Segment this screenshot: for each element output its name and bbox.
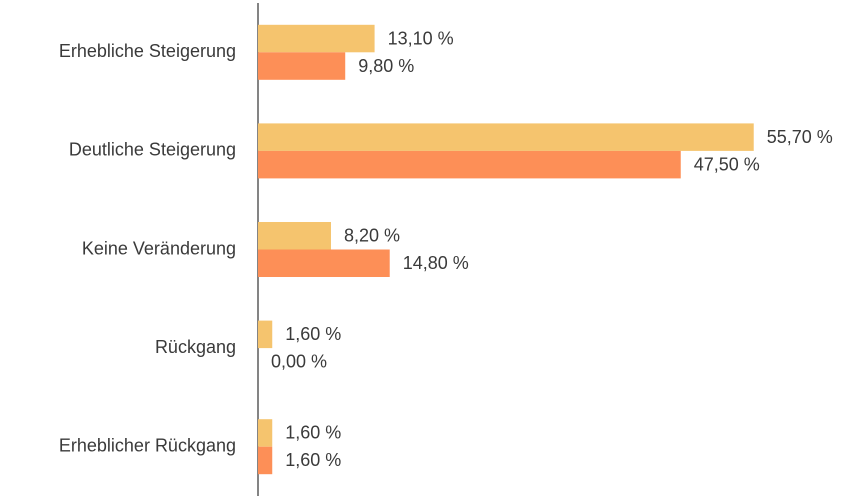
bar [258,222,331,250]
bar [258,150,681,179]
value-label: 8,20 % [344,226,400,246]
bar [258,320,273,349]
bar [258,24,375,53]
bar [258,446,273,475]
category-label: Erheblicher Rückgang [59,435,236,455]
bar [258,123,754,151]
value-label: 0,00 % [271,352,327,372]
bar [258,52,346,80]
value-label: 1,60 % [285,324,341,344]
value-label: 47,50 % [694,154,760,174]
value-label: 55,70 % [767,127,833,147]
category-label: Erhebliche Steigerung [59,41,236,61]
value-label: 14,80 % [403,253,469,273]
bar [258,249,390,277]
value-label: 13,10 % [388,28,454,48]
bar [258,419,273,447]
category-label: Rückgang [155,337,236,357]
value-label: 1,60 % [285,450,341,470]
value-label: 1,60 % [285,423,341,443]
value-label: 9,80 % [358,56,414,76]
category-label: Keine Veränderung [82,238,236,258]
category-label: Deutliche Steigerung [69,140,236,160]
